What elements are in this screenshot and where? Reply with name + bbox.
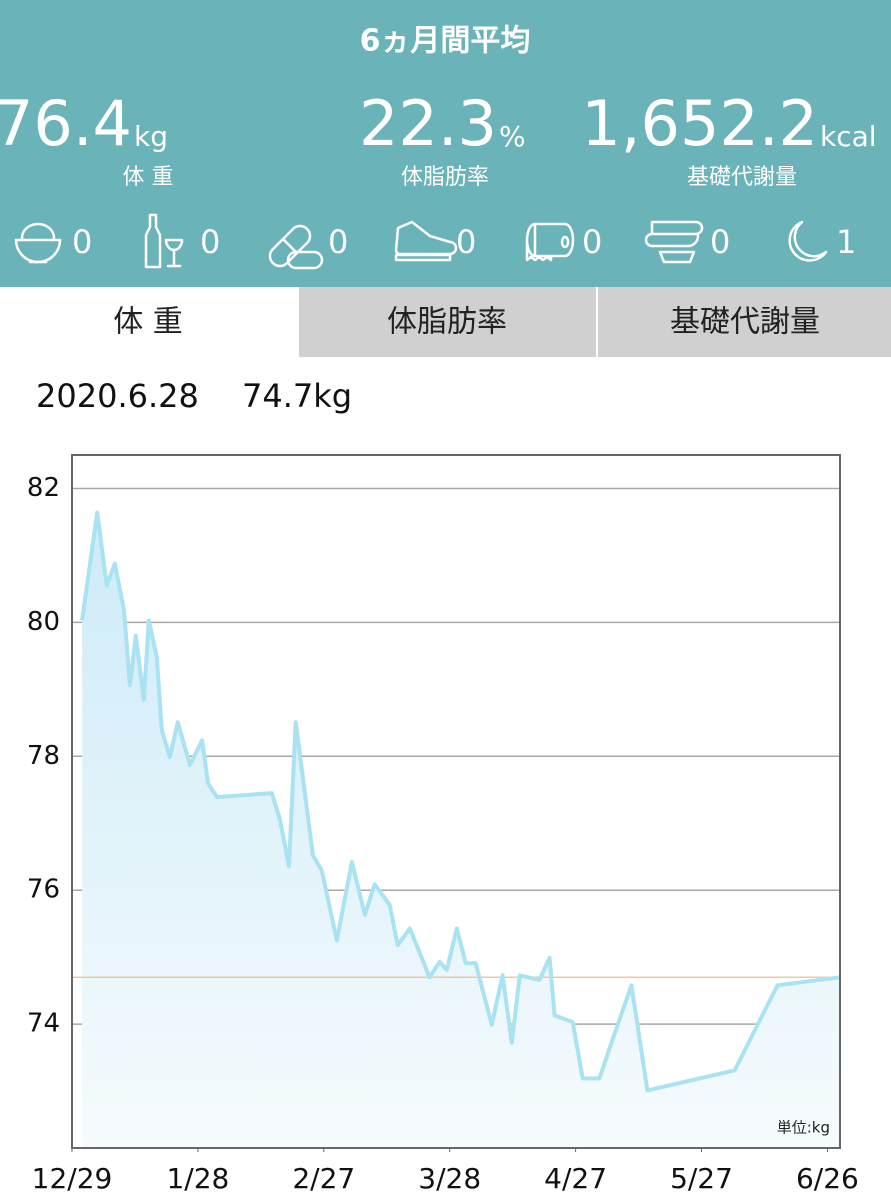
y-tick-label: 82: [27, 473, 60, 503]
icon-count: 1: [836, 223, 856, 261]
stat-label: 体脂肪率: [401, 165, 489, 190]
tab-label[interactable]: 体 重: [113, 305, 183, 340]
y-tick-label: 78: [27, 741, 60, 771]
stat-label: 基礎代謝量: [687, 165, 797, 190]
icon-count: 0: [200, 223, 220, 261]
tab-label[interactable]: 体脂肪率: [387, 305, 507, 340]
x-tick-label: 6/26: [796, 1162, 859, 1195]
x-tick-label: 5/27: [670, 1162, 733, 1195]
unit-note: 単位:kg: [777, 1119, 830, 1137]
x-tick-label: 3/28: [418, 1162, 481, 1195]
tab[interactable]: [0, 287, 298, 357]
icon-count: 0: [582, 223, 602, 261]
stat-value: 22.3: [359, 87, 497, 160]
selected-value: 74.7kg: [242, 377, 352, 415]
x-tick-label: 2/27: [292, 1162, 355, 1195]
area: [82, 512, 840, 1148]
icon-count: 0: [328, 223, 348, 261]
line: [80, 510, 840, 1093]
tab[interactable]: [299, 287, 596, 357]
icon-pill: [268, 224, 324, 270]
stat-unit: kg: [134, 120, 168, 153]
selected-date: 2020.6.28: [36, 377, 199, 415]
icon-shoe: [394, 220, 458, 262]
stat-value: 76.4: [0, 87, 132, 160]
header-bg: [0, 0, 891, 287]
icon-paper: [525, 222, 575, 262]
tab-label[interactable]: 基礎代謝量: [670, 305, 820, 340]
x-tick-label: 4/27: [544, 1162, 607, 1195]
icon-count: 0: [72, 223, 92, 261]
icon-drink: [144, 213, 184, 269]
x-tick-label: 12/29: [32, 1162, 113, 1195]
icon-moon: [788, 220, 828, 262]
stat-unit: kcal: [820, 120, 877, 153]
icon-count: 0: [456, 223, 476, 261]
stat-value: 1,652.2: [581, 87, 818, 160]
icon-rice: [14, 222, 62, 264]
icon-device: [644, 220, 704, 264]
y-tick-label: 80: [27, 607, 60, 637]
tab[interactable]: [598, 287, 891, 357]
plot-frame: [71, 454, 841, 1149]
stat-unit: %: [499, 120, 526, 153]
icon-count: 0: [710, 223, 730, 261]
y-tick-label: 76: [27, 875, 60, 905]
x-tick-label: 1/28: [166, 1162, 229, 1195]
y-tick-label: 74: [27, 1009, 60, 1039]
header-title: 6ヵ月間平均: [360, 24, 531, 59]
stat-label: 体 重: [123, 165, 174, 190]
